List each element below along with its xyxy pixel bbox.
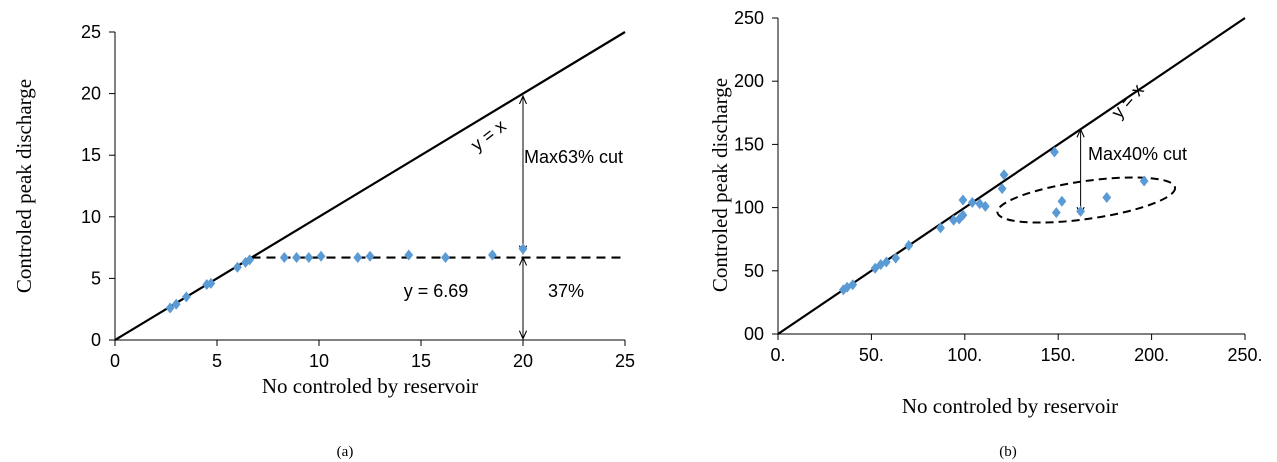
- panel-a-x-ticks: 0 5 10 15 20 25: [110, 340, 635, 371]
- data-point: [404, 249, 414, 261]
- x-tick-label: 150.: [1041, 345, 1076, 365]
- x-tick-label: 25: [615, 351, 635, 371]
- data-point: [518, 243, 528, 255]
- panel-a-labels: y = x y = 6.69 Max63% cut 37%: [404, 116, 623, 301]
- arrow-label: Max40% cut: [1088, 144, 1187, 164]
- y-tick-label: 100: [734, 198, 764, 218]
- data-point: [1076, 205, 1086, 217]
- x-tick-label: 250.: [1227, 345, 1262, 365]
- data-point: [1139, 175, 1149, 187]
- x-tick-label: 15: [411, 351, 431, 371]
- x-tick-label: 0: [110, 351, 120, 371]
- x-tick-label: 20: [513, 351, 533, 371]
- data-point: [1051, 207, 1061, 219]
- x-tick-label: 5: [212, 351, 222, 371]
- data-point: [958, 209, 968, 221]
- y-tick-label: 25: [81, 22, 101, 42]
- x-tick-label: 10: [309, 351, 329, 371]
- y-tick-label: 0: [91, 330, 101, 350]
- data-point: [488, 249, 497, 261]
- reference-line-label: y = x: [467, 116, 510, 155]
- data-point: [279, 251, 289, 263]
- data-point: [441, 251, 450, 263]
- panel-b: 00 50 100 150 200 250 0. 50. 100. 150. 200. 250. y…: [708, 8, 1263, 460]
- data-point: [936, 222, 945, 234]
- reference-line-label: y = x: [1107, 80, 1147, 122]
- data-point: [182, 291, 191, 303]
- data-point: [165, 302, 175, 314]
- arrow-label: Max63% cut: [524, 147, 623, 167]
- y-tick-label: 5: [91, 268, 101, 288]
- data-point: [1057, 195, 1067, 207]
- cluster-ellipse: [996, 176, 1177, 224]
- reference-line-label: y = 6.69: [404, 281, 469, 301]
- panel-a-y-axis-title: Controled peak discharge: [12, 79, 36, 293]
- panel-a-caption: (a): [337, 444, 354, 460]
- panel-b-y-ticks: 00 50 100 150 200 250: [734, 8, 778, 344]
- panel-b-points: [838, 146, 1149, 296]
- data-point: [304, 251, 314, 263]
- y-tick-label: 50: [744, 261, 764, 281]
- panel-b-ellipse: [996, 176, 1177, 224]
- panel-b-x-ticks: 0. 50. 100. 150. 200. 250.: [770, 334, 1263, 365]
- panel-b-reference-lines: [777, 17, 1246, 335]
- y-tick-label: 15: [81, 145, 101, 165]
- x-tick-label: 100.: [947, 345, 982, 365]
- panel-b-caption: (b): [999, 444, 1017, 460]
- data-point: [891, 252, 901, 264]
- data-point: [245, 254, 255, 266]
- panel-a-x-axis-title: No controled by reservoir: [262, 374, 478, 398]
- data-point: [904, 240, 914, 252]
- data-point: [949, 214, 958, 226]
- data-point: [206, 277, 216, 289]
- data-point: [171, 298, 181, 310]
- y-tick-label: 10: [81, 207, 101, 227]
- data-point: [353, 251, 363, 263]
- data-point: [292, 251, 301, 263]
- identity-line: [114, 31, 626, 341]
- data-point: [1102, 191, 1112, 203]
- identity-line: [777, 17, 1246, 335]
- x-tick-label: 0.: [770, 345, 785, 365]
- panel-a-points: [165, 243, 528, 314]
- data-point: [999, 169, 1009, 181]
- data-point: [241, 256, 250, 268]
- panel-a-reference-lines: [114, 31, 626, 341]
- y-tick-label: 00: [744, 324, 764, 344]
- data-point: [881, 256, 891, 268]
- data-point: [997, 183, 1007, 195]
- y-tick-label: 20: [81, 84, 101, 104]
- data-point: [848, 279, 858, 291]
- panel-b-y-axis-title: Controled peak discharge: [708, 78, 732, 292]
- data-point: [365, 250, 375, 262]
- data-point: [316, 250, 326, 262]
- data-point: [967, 197, 977, 209]
- y-tick-label: 200: [734, 71, 764, 91]
- y-tick-label: 150: [734, 134, 764, 154]
- panel-b-labels: y = x Max40% cut: [1088, 80, 1187, 164]
- panel-b-x-axis-title: No controled by reservoir: [902, 394, 1118, 418]
- x-tick-label: 200.: [1134, 345, 1169, 365]
- data-point: [233, 261, 242, 273]
- panel-a-y-ticks: 0 5 10 15 20 25: [81, 22, 115, 350]
- x-tick-label: 50.: [859, 345, 884, 365]
- data-point: [958, 194, 968, 206]
- data-point: [980, 200, 990, 212]
- arrow-label: 37%: [548, 281, 584, 301]
- panel-a: 0 5 10 15 20 25 0 5 10 15 20 25 y = x y = 6.69 Max63…: [12, 22, 635, 460]
- y-tick-label: 250: [734, 8, 764, 28]
- data-point: [1050, 146, 1059, 158]
